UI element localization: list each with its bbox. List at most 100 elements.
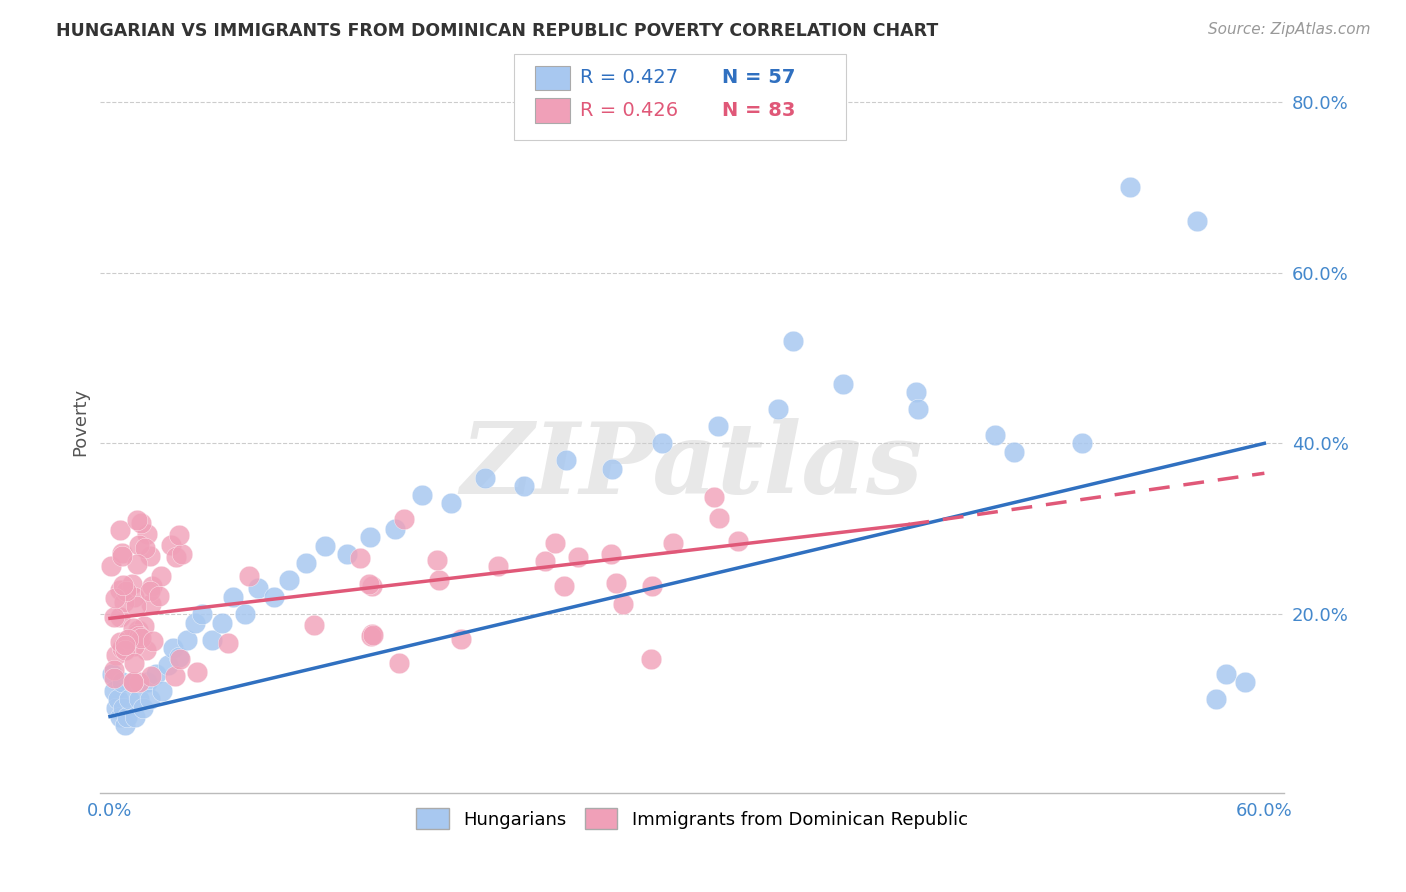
Point: [141, 579, 163, 593]
Point: [122, 590, 145, 604]
Point: [1234, 675, 1257, 690]
Point: [110, 582, 132, 597]
Point: [832, 376, 855, 391]
Point: [150, 568, 173, 582]
Point: [411, 487, 433, 501]
Point: [384, 522, 406, 536]
Point: [217, 636, 239, 650]
Point: [125, 599, 148, 614]
Text: N = 57: N = 57: [721, 68, 794, 87]
Point: [103, 663, 125, 677]
Text: N = 83: N = 83: [721, 101, 794, 120]
Point: [104, 701, 127, 715]
Point: [145, 666, 167, 681]
Point: [107, 692, 129, 706]
Point: [117, 632, 139, 647]
Point: [108, 709, 131, 723]
Point: [176, 632, 198, 647]
Point: [263, 590, 285, 604]
Point: [277, 573, 299, 587]
Point: [302, 617, 325, 632]
Point: [104, 591, 127, 606]
Text: Source: ZipAtlas.com: Source: ZipAtlas.com: [1208, 22, 1371, 37]
Point: [110, 675, 132, 690]
Point: [162, 641, 184, 656]
Point: [114, 638, 136, 652]
Point: [122, 675, 145, 690]
Point: [128, 692, 150, 706]
Point: [139, 584, 162, 599]
Point: [640, 652, 662, 666]
Point: [474, 470, 496, 484]
Point: [103, 671, 125, 685]
Point: [172, 547, 194, 561]
Point: [121, 675, 143, 690]
Point: [211, 615, 233, 630]
Point: [387, 656, 409, 670]
Point: [349, 550, 371, 565]
Point: [641, 579, 664, 593]
Point: [111, 545, 134, 559]
Legend: Hungarians, Immigrants from Dominican Republic: Hungarians, Immigrants from Dominican Re…: [409, 801, 974, 837]
Point: [122, 639, 145, 653]
Point: [486, 559, 509, 574]
Point: [110, 524, 132, 538]
Point: [1118, 180, 1140, 194]
Y-axis label: Poverty: Poverty: [72, 388, 89, 456]
Bar: [534, 65, 569, 90]
Point: [139, 669, 162, 683]
Point: [426, 553, 449, 567]
Point: [136, 527, 159, 541]
Point: [141, 597, 163, 611]
Point: [105, 648, 128, 663]
Point: [128, 538, 150, 552]
Point: [142, 634, 165, 648]
Point: [128, 675, 150, 690]
Point: [148, 589, 170, 603]
Point: [359, 576, 381, 591]
Point: [135, 675, 157, 690]
Point: [905, 385, 928, 400]
Point: [359, 530, 381, 544]
Point: [201, 632, 224, 647]
Point: [163, 669, 186, 683]
Point: [707, 419, 730, 434]
Point: [707, 511, 730, 525]
Point: [138, 549, 160, 563]
Point: [907, 402, 929, 417]
Point: [115, 583, 138, 598]
Point: [112, 701, 135, 715]
Point: [612, 597, 634, 611]
Point: [567, 550, 589, 565]
Point: [222, 590, 245, 604]
Point: [122, 656, 145, 670]
Point: [1185, 214, 1208, 228]
Point: [121, 675, 143, 690]
Point: [125, 557, 148, 571]
Point: [128, 629, 150, 643]
Point: [191, 607, 214, 621]
Point: [238, 568, 260, 582]
Point: [439, 496, 461, 510]
Point: [114, 718, 136, 732]
Point: [544, 536, 567, 550]
Point: [129, 632, 152, 646]
FancyBboxPatch shape: [515, 54, 846, 140]
Point: [114, 643, 136, 657]
Text: R = 0.427: R = 0.427: [579, 68, 678, 87]
Point: [1205, 692, 1227, 706]
Point: [247, 582, 270, 596]
Point: [124, 709, 146, 723]
Text: R = 0.426: R = 0.426: [579, 101, 678, 120]
Point: [392, 511, 415, 525]
Point: [984, 427, 1007, 442]
Point: [1070, 436, 1092, 450]
Point: [103, 684, 125, 698]
Point: [363, 628, 385, 642]
Point: [129, 516, 152, 530]
Text: HUNGARIAN VS IMMIGRANTS FROM DOMINICAN REPUBLIC POVERTY CORRELATION CHART: HUNGARIAN VS IMMIGRANTS FROM DOMINICAN R…: [56, 22, 938, 40]
Point: [160, 538, 183, 552]
Text: ZIPatlas: ZIPatlas: [461, 418, 924, 515]
Point: [600, 462, 623, 476]
Point: [361, 627, 384, 641]
